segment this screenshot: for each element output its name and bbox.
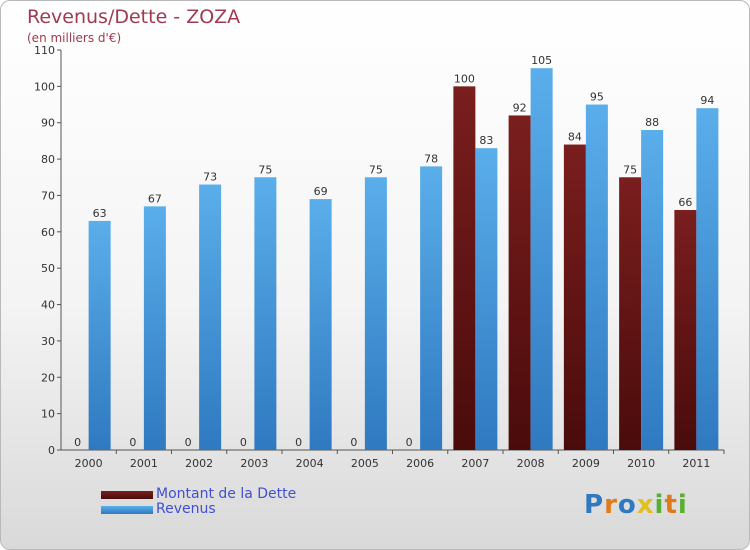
bar-revenus <box>530 68 553 450</box>
x-tick-label: 2009 <box>572 457 600 470</box>
bar-revenus <box>585 104 608 450</box>
data-label-revenus: 67 <box>148 192 162 205</box>
legend-swatch-revenus <box>101 506 153 514</box>
legend-label-dette: Montant de la Dette <box>156 486 297 502</box>
data-label-revenus: 69 <box>314 185 328 198</box>
y-tick-label: 70 <box>41 189 55 202</box>
x-tick-label: 2010 <box>627 457 655 470</box>
data-label-revenus: 78 <box>424 152 438 165</box>
data-label-dette: 92 <box>513 101 527 114</box>
x-tick-label: 2000 <box>75 457 103 470</box>
data-label-dette: 0 <box>350 436 357 449</box>
data-label-revenus: 95 <box>590 91 604 104</box>
y-tick-label: 40 <box>41 299 55 312</box>
logo-letter: P <box>584 490 605 520</box>
x-tick-label: 2001 <box>130 457 158 470</box>
y-tick-label: 20 <box>41 371 55 384</box>
logo-letter: i <box>654 490 665 520</box>
bar-revenus <box>143 206 166 450</box>
bar-dette <box>619 177 642 451</box>
y-tick-label: 10 <box>41 408 55 421</box>
proxiti-logo: Proxiti <box>584 490 688 520</box>
data-label-revenus: 73 <box>203 171 217 184</box>
bar-revenus <box>641 130 664 450</box>
data-label-dette: 0 <box>185 436 192 449</box>
data-label-dette: 0 <box>240 436 247 449</box>
bar-revenus <box>420 166 443 450</box>
logo-letter: t <box>664 490 678 520</box>
x-tick-label: 2008 <box>517 457 545 470</box>
y-tick-label: 30 <box>41 335 55 348</box>
chart-subtitle: (en milliers d'€) <box>27 31 122 45</box>
bar-revenus <box>88 220 111 450</box>
y-tick-label: 50 <box>41 262 55 275</box>
chart-title: Revenus/Dette - ZOZA <box>27 6 241 28</box>
data-label-revenus: 94 <box>700 94 714 107</box>
y-tick-label: 60 <box>41 226 55 239</box>
data-label-revenus: 105 <box>531 54 552 67</box>
bar-revenus <box>199 184 222 450</box>
data-label-dette: 0 <box>74 436 81 449</box>
bar-dette <box>453 86 476 450</box>
bar-revenus <box>309 199 332 450</box>
logo-letter: x <box>636 490 655 520</box>
logo-letter: o <box>617 490 637 520</box>
y-tick-label: 110 <box>34 44 55 57</box>
x-tick-label: 2004 <box>296 457 324 470</box>
data-label-dette: 0 <box>295 436 302 449</box>
x-tick-label: 2011 <box>682 457 710 470</box>
data-label-dette: 84 <box>568 131 582 144</box>
y-tick-label: 100 <box>34 80 55 93</box>
data-label-revenus: 88 <box>645 116 659 129</box>
data-label-dette: 100 <box>454 72 475 85</box>
legend-swatch-dette <box>101 491 153 499</box>
bar-revenus <box>364 177 387 451</box>
data-label-revenus: 75 <box>258 163 272 176</box>
bar-dette <box>674 210 697 450</box>
data-label-revenus: 63 <box>93 207 107 220</box>
y-tick-label: 80 <box>41 153 55 166</box>
data-label-dette: 0 <box>129 436 136 449</box>
logo-letter: r <box>604 490 618 520</box>
data-label-dette: 66 <box>678 196 692 209</box>
x-tick-label: 2002 <box>185 457 213 470</box>
y-tick-label: 90 <box>41 117 55 130</box>
y-tick-label: 0 <box>48 444 55 457</box>
x-tick-label: 2007 <box>461 457 489 470</box>
x-tick-label: 2003 <box>240 457 268 470</box>
bar-revenus <box>696 108 719 450</box>
data-label-revenus: 75 <box>369 163 383 176</box>
x-tick-label: 2006 <box>406 457 434 470</box>
x-tick-label: 2005 <box>351 457 379 470</box>
bar-revenus <box>475 148 498 450</box>
logo-letter: i <box>677 490 688 520</box>
legend-label-revenus: Revenus <box>156 501 216 517</box>
bar-dette <box>563 144 586 450</box>
data-label-dette: 75 <box>623 163 637 176</box>
data-label-dette: 0 <box>406 436 413 449</box>
bar-revenus <box>254 177 277 451</box>
data-label-revenus: 83 <box>479 134 493 147</box>
bar-dette <box>508 115 531 451</box>
